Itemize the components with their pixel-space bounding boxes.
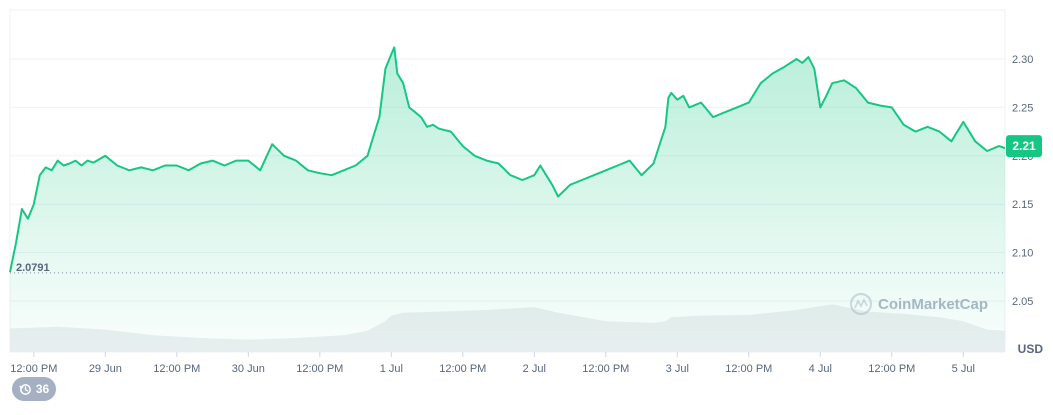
x-tick-label: 30 Jun xyxy=(232,363,265,375)
x-tick-label: 12:00 PM xyxy=(439,363,486,375)
x-tick-label: 12:00 PM xyxy=(153,363,200,375)
history-icon xyxy=(19,383,31,395)
y-tick-label: 2.25 xyxy=(1012,102,1033,114)
current-price-tag xyxy=(1006,135,1042,158)
x-axis: 12:00 PM 29 Jun 12:00 PM 30 Jun 12:00 PM 1 Ju… xyxy=(10,352,975,375)
y-tick-label: 2.05 xyxy=(1012,296,1033,308)
y-axis: 2.302.252.202.152.102.05 xyxy=(1012,54,1033,308)
price-line[interactable] xyxy=(9,46,1006,273)
price-area-fill xyxy=(10,47,1005,353)
reference-label: 2.0791 xyxy=(16,262,50,274)
x-tick-label: 12:00 PM xyxy=(10,363,57,375)
current-price-label: 2.21 xyxy=(1012,139,1036,153)
x-tick-label: 12:00 PM xyxy=(582,363,629,375)
currency-label: USD xyxy=(1018,342,1044,356)
y-tick-label: 2.30 xyxy=(1012,54,1033,66)
x-tick-label: 5 Jul xyxy=(952,363,975,375)
current-price-marker: 2.21 xyxy=(1006,135,1042,158)
x-tick-label: 3 Jul xyxy=(666,363,689,375)
x-tick-label: 2 Jul xyxy=(523,363,546,375)
x-tick-label: 12:00 PM xyxy=(868,363,915,375)
x-tick-label: 4 Jul xyxy=(809,363,832,375)
history-count: 36 xyxy=(35,382,50,396)
x-tick-label: 29 Jun xyxy=(89,363,122,375)
x-tick-label: 12:00 PM xyxy=(296,363,343,375)
x-tick-label: 12:00 PM xyxy=(725,363,772,375)
reference-line: 2.0791 xyxy=(10,262,1005,274)
y-tick-label: 2.15 xyxy=(1012,199,1033,211)
price-series-line[interactable] xyxy=(9,46,1006,273)
history-badge[interactable]: 36 xyxy=(12,377,56,401)
price-area xyxy=(10,47,1005,353)
y-tick-label: 2.10 xyxy=(1012,248,1033,260)
x-tick-label: 1 Jul xyxy=(380,363,403,375)
